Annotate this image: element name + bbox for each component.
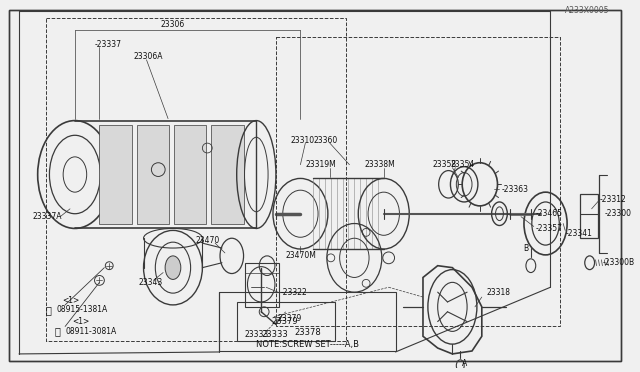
Bar	[137, 125, 169, 224]
Bar	[219, 292, 396, 351]
Bar	[174, 125, 206, 224]
Text: A233X0005: A233X0005	[564, 6, 609, 15]
Text: 23378: 23378	[294, 328, 321, 337]
Ellipse shape	[165, 256, 181, 279]
Text: 23333: 23333	[261, 330, 288, 339]
Text: A: A	[462, 359, 467, 368]
Text: -23300: -23300	[604, 209, 632, 218]
Text: 23358: 23358	[433, 160, 457, 169]
Text: -23300B: -23300B	[602, 258, 634, 267]
Text: 23470: 23470	[195, 236, 220, 245]
Text: -23341: -23341	[565, 229, 592, 238]
Text: 23310: 23310	[291, 136, 315, 145]
Text: 23379: 23379	[271, 317, 298, 326]
Text: -23363: -23363	[501, 185, 529, 194]
Text: Ⓝ: Ⓝ	[45, 305, 51, 315]
Bar	[237, 302, 335, 341]
Text: -23357: -23357	[536, 224, 563, 233]
Bar	[244, 263, 279, 307]
Text: -23322: -23322	[281, 288, 308, 296]
Text: Ⓜ: Ⓜ	[54, 326, 60, 336]
Text: 23470M: 23470M	[285, 251, 317, 260]
Bar	[45, 17, 346, 341]
Text: -23465: -23465	[536, 209, 563, 218]
Text: 23333: 23333	[244, 330, 269, 339]
Bar	[276, 37, 560, 327]
Text: 23354: 23354	[451, 160, 475, 169]
Text: 23337A: 23337A	[33, 212, 62, 221]
Bar	[211, 125, 244, 224]
Text: 23379: 23379	[278, 314, 302, 323]
Text: <1>: <1>	[72, 317, 89, 326]
Text: NOTE:SCREW SET-----A,B: NOTE:SCREW SET-----A,B	[256, 340, 359, 349]
Text: 23318: 23318	[486, 288, 511, 296]
Bar	[99, 125, 132, 224]
Text: 23338M: 23338M	[364, 160, 395, 169]
Bar	[580, 194, 598, 238]
Text: -23337: -23337	[95, 39, 122, 49]
Text: 23319M: 23319M	[305, 160, 336, 169]
Text: B: B	[524, 244, 529, 253]
Text: <1>: <1>	[62, 295, 79, 305]
Text: 23343: 23343	[139, 278, 163, 287]
Text: 08915-1381A: 08915-1381A	[56, 305, 108, 314]
Text: 23306A: 23306A	[134, 52, 163, 61]
Text: -23312: -23312	[600, 195, 626, 203]
Text: 23360: 23360	[313, 136, 337, 145]
Text: 23306: 23306	[161, 20, 185, 29]
Text: 08911-3081A: 08911-3081A	[65, 327, 116, 336]
